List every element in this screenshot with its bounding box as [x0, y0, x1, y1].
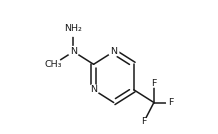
Text: N: N: [90, 85, 97, 94]
Text: CH₃: CH₃: [45, 60, 62, 69]
Text: F: F: [151, 79, 157, 88]
Circle shape: [109, 46, 119, 57]
Text: F: F: [141, 117, 146, 126]
Circle shape: [89, 85, 99, 95]
Circle shape: [140, 118, 148, 126]
Circle shape: [46, 57, 61, 72]
Text: F: F: [168, 98, 173, 107]
Circle shape: [66, 21, 81, 36]
Circle shape: [167, 98, 175, 107]
Circle shape: [150, 79, 158, 87]
Circle shape: [68, 46, 78, 57]
Text: N: N: [110, 47, 117, 56]
Text: NH₂: NH₂: [65, 24, 82, 33]
Text: N: N: [70, 47, 77, 56]
